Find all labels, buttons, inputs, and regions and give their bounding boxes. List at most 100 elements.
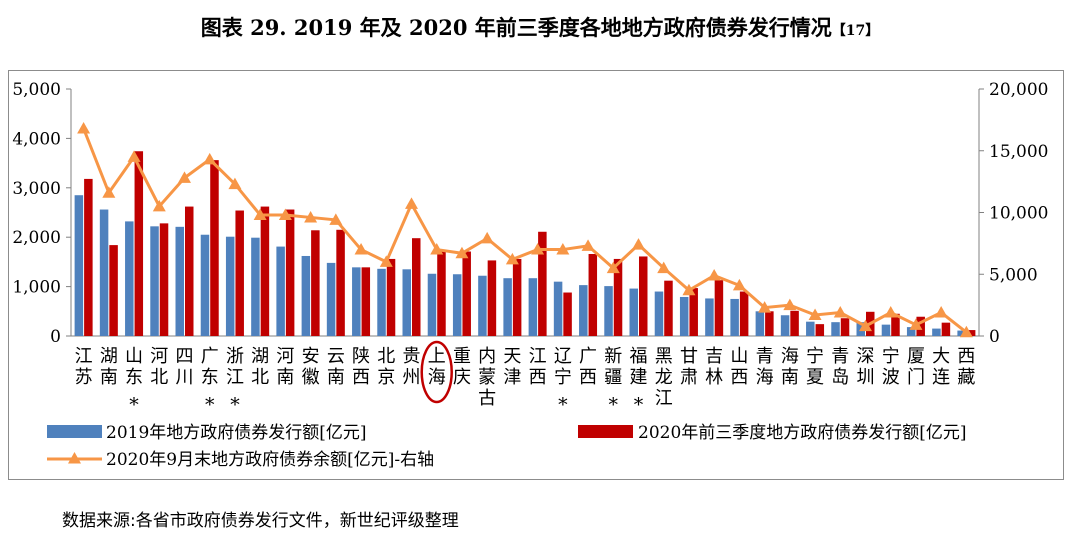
- bar-2020: [235, 210, 244, 336]
- x-tick-label: 藏: [957, 367, 975, 388]
- balance-marker: [657, 261, 671, 274]
- balance-marker: [859, 319, 872, 332]
- bar-2020: [966, 330, 976, 336]
- highlight-shanghai: [420, 340, 453, 404]
- x-tick-label: 新: [604, 346, 622, 367]
- bar-2019: [932, 328, 941, 336]
- x-tick-label: 徽: [302, 367, 320, 388]
- bar-2019: [679, 296, 689, 336]
- x-tick-label: 山: [730, 346, 748, 367]
- bar-2019: [427, 273, 437, 336]
- x-tick-label: 河: [276, 346, 294, 367]
- balance-marker: [505, 252, 519, 265]
- bar-2020: [815, 324, 825, 336]
- bar-2020: [512, 258, 522, 336]
- x-tick-label: 海: [781, 346, 799, 367]
- x-tick-label: 浙: [226, 346, 244, 367]
- x-tick-label: 龙: [655, 367, 673, 388]
- x-tick-label: 川: [176, 367, 194, 388]
- x-tick-label: 福: [630, 346, 648, 367]
- bar-2020: [538, 231, 547, 336]
- bar-2020: [84, 178, 93, 336]
- y-left-tick-label: 2,000: [12, 228, 61, 248]
- x-tick-label: 岛: [831, 367, 849, 388]
- y-left-tick-label: 0: [50, 327, 61, 347]
- balance-marker: [455, 246, 469, 259]
- bar-2019: [352, 267, 361, 336]
- x-tick-label: 西: [529, 367, 547, 388]
- balance-marker: [354, 243, 368, 255]
- balance-marker: [909, 318, 923, 330]
- chart-frame: [8, 70, 1064, 480]
- source-note: 数据来源:各省市政府债券发行文件，新世纪评级整理: [62, 511, 459, 531]
- bar-2020: [664, 280, 673, 336]
- bar-2019: [780, 315, 790, 336]
- x-tick-label: 蒙: [478, 367, 496, 388]
- bar-2019: [99, 209, 109, 336]
- bar-2020: [891, 313, 900, 336]
- bar-2019: [528, 278, 538, 336]
- legend-label-balance: 2020年9月末地方政府债券余额[亿元]-右轴: [106, 450, 434, 470]
- balance-marker: [329, 213, 343, 225]
- balance-marker: [808, 308, 822, 321]
- balance-marker: [581, 239, 595, 251]
- x-tick-label: 河: [150, 346, 168, 367]
- bar-2019: [452, 274, 462, 336]
- y-right-tick-label: 10,000: [989, 204, 1048, 224]
- x-tick-label: 夏: [806, 367, 824, 388]
- balance-marker: [480, 231, 494, 244]
- balance-marker: [102, 186, 116, 198]
- bar-2020: [588, 253, 598, 336]
- bar-2020: [941, 322, 951, 336]
- bar-2020: [412, 238, 421, 336]
- x-tick-label: 湖: [100, 346, 118, 367]
- bar-2020: [437, 251, 446, 336]
- x-tick-label: 古: [478, 388, 496, 409]
- legend-swatch-2019: [47, 425, 102, 438]
- x-tick-label: 大: [932, 346, 950, 367]
- balance-marker: [833, 306, 847, 318]
- balance-marker: [783, 298, 797, 311]
- x-tick-label: 云: [327, 346, 345, 367]
- bar-2019: [150, 226, 159, 336]
- balance-marker: [77, 122, 91, 134]
- bar-2019: [755, 311, 765, 336]
- bar-2019: [806, 321, 815, 336]
- x-tick-label: 广: [579, 346, 597, 367]
- legend-label-2019: 2019年地方政府债券发行额[亿元]: [106, 423, 367, 443]
- x-tick-label: 黑: [655, 346, 673, 367]
- bar-2019: [705, 298, 714, 336]
- bar-2019: [377, 268, 386, 336]
- bar-2020: [840, 318, 850, 336]
- bar-2019: [125, 221, 134, 336]
- bar-2019: [326, 262, 336, 336]
- x-tick-label: 深: [857, 346, 875, 367]
- balance-marker: [682, 283, 696, 296]
- bar-2019: [251, 237, 260, 336]
- x-tick-label: 津: [503, 367, 521, 388]
- y-left-tick-label: 3,000: [12, 179, 61, 199]
- x-tick-label: *: [558, 394, 568, 416]
- x-tick-label: 肃: [680, 367, 698, 388]
- y-right-tick-label: 0: [989, 327, 1000, 347]
- x-tick-label: 辽: [554, 346, 572, 367]
- balance-marker: [556, 243, 570, 255]
- bar-2019: [200, 234, 210, 336]
- y-right-tick-label: 15,000: [989, 142, 1048, 162]
- x-tick-label: 甘: [680, 346, 698, 367]
- x-tick-label: 天: [503, 346, 521, 367]
- x-tick-label: 厦: [907, 346, 925, 367]
- x-tick-label: *: [634, 394, 644, 416]
- x-tick-label: 湖: [251, 346, 269, 367]
- bar-2019: [579, 285, 588, 336]
- balance-marker: [884, 306, 898, 318]
- bar-2019: [175, 226, 184, 336]
- balance-marker: [531, 243, 545, 255]
- legend-swatch-marker: [68, 452, 81, 464]
- x-tick-label: 江: [226, 367, 244, 388]
- x-tick-label: 海: [428, 367, 446, 388]
- balance-marker: [178, 171, 191, 183]
- bar-2019: [629, 288, 638, 336]
- x-tick-label: 江: [655, 388, 673, 409]
- balance-marker: [707, 268, 721, 281]
